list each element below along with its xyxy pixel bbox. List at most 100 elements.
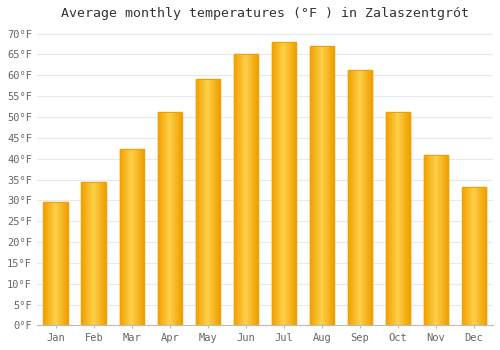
Bar — [351, 70, 352, 326]
Bar — [86, 182, 87, 326]
Bar — [127, 149, 128, 326]
Bar — [465, 188, 466, 326]
Bar — [207, 79, 208, 326]
Bar — [470, 188, 471, 326]
Bar — [330, 46, 331, 326]
Bar — [484, 188, 485, 326]
Bar — [248, 54, 249, 326]
Bar — [408, 112, 410, 326]
Bar — [88, 182, 89, 326]
Bar — [44, 202, 68, 326]
Bar — [286, 42, 287, 326]
Bar — [348, 70, 372, 326]
Bar — [242, 54, 244, 326]
Bar — [321, 46, 322, 326]
Bar — [48, 202, 49, 326]
Bar — [196, 79, 220, 326]
Bar — [318, 46, 320, 326]
Bar — [398, 112, 399, 326]
Bar — [326, 46, 327, 326]
Bar — [216, 79, 217, 326]
Bar — [142, 149, 144, 326]
Bar — [213, 79, 214, 326]
Bar — [389, 112, 390, 326]
Bar — [56, 202, 58, 326]
Bar — [98, 182, 99, 326]
Bar — [478, 188, 479, 326]
Bar — [166, 112, 168, 326]
Bar — [431, 154, 432, 326]
Bar — [63, 202, 64, 326]
Bar — [120, 149, 144, 326]
Bar — [128, 149, 130, 326]
Bar — [126, 149, 127, 326]
Bar — [97, 182, 98, 326]
Bar — [469, 188, 470, 326]
Bar — [250, 54, 251, 326]
Bar — [164, 112, 165, 326]
Title: Average monthly temperatures (°F ) in Zalaszentgrót: Average monthly temperatures (°F ) in Za… — [61, 7, 469, 20]
Bar — [287, 42, 288, 326]
Bar — [54, 202, 55, 326]
Bar — [249, 54, 250, 326]
Bar — [59, 202, 60, 326]
Bar — [472, 188, 473, 326]
Bar — [251, 54, 252, 326]
Bar — [93, 182, 94, 326]
Bar — [482, 188, 483, 326]
Bar — [393, 112, 394, 326]
Bar — [435, 154, 436, 326]
Bar — [168, 112, 169, 326]
Bar — [471, 188, 472, 326]
Bar — [390, 112, 392, 326]
Bar — [364, 70, 365, 326]
Bar — [475, 188, 476, 326]
Bar — [236, 54, 237, 326]
Bar — [362, 70, 364, 326]
Bar — [51, 202, 52, 326]
Bar — [437, 154, 438, 326]
Bar — [252, 54, 254, 326]
Bar — [99, 182, 100, 326]
Bar — [468, 188, 469, 326]
Bar — [65, 202, 66, 326]
Bar — [386, 112, 410, 326]
Bar — [132, 149, 134, 326]
Bar — [279, 42, 280, 326]
Bar — [274, 42, 275, 326]
Bar — [208, 79, 210, 326]
Bar — [82, 182, 106, 326]
Bar — [312, 46, 313, 326]
Bar — [464, 188, 465, 326]
Bar — [92, 182, 93, 326]
Bar — [200, 79, 202, 326]
Bar — [368, 70, 369, 326]
Bar — [218, 79, 220, 326]
Bar — [365, 70, 366, 326]
Bar — [273, 42, 274, 326]
Bar — [314, 46, 316, 326]
Bar — [402, 112, 403, 326]
Bar — [438, 154, 440, 326]
Bar — [280, 42, 281, 326]
Bar — [161, 112, 162, 326]
Bar — [44, 202, 45, 326]
Bar — [210, 79, 211, 326]
Bar — [466, 188, 468, 326]
Bar — [45, 202, 46, 326]
Bar — [424, 154, 426, 326]
Bar — [272, 42, 273, 326]
Bar — [285, 42, 286, 326]
Bar — [288, 42, 289, 326]
Bar — [83, 182, 84, 326]
Bar — [211, 79, 212, 326]
Bar — [392, 112, 393, 326]
Bar — [282, 42, 283, 326]
Bar — [394, 112, 396, 326]
Bar — [442, 154, 444, 326]
Bar — [426, 154, 427, 326]
Bar — [204, 79, 206, 326]
Bar — [322, 46, 323, 326]
Bar — [244, 54, 245, 326]
Bar — [165, 112, 166, 326]
